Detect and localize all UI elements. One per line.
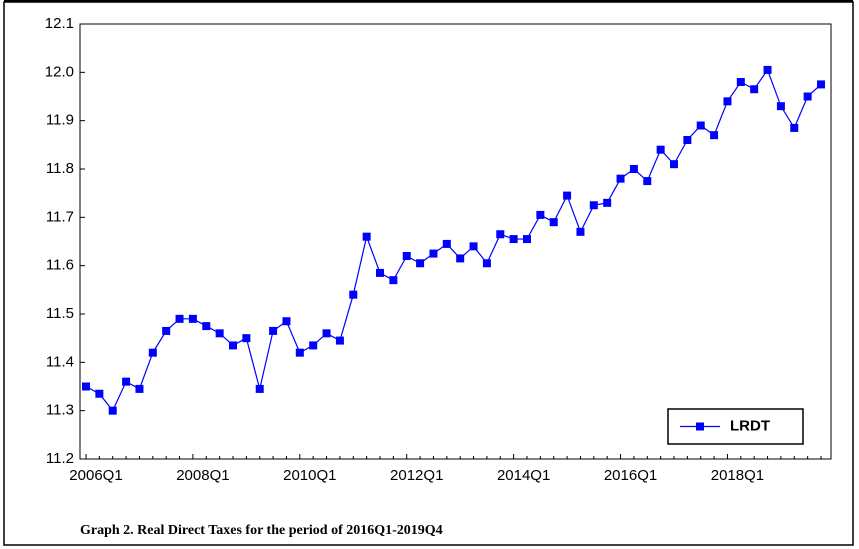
legend-box bbox=[667, 408, 804, 445]
y-tick-label: 11.7 bbox=[46, 208, 74, 225]
point bbox=[309, 341, 318, 350]
point bbox=[95, 389, 104, 398]
point bbox=[469, 242, 478, 251]
legend-label: LRDT bbox=[730, 417, 770, 434]
point bbox=[616, 174, 625, 183]
x-tick-label: 2016Q1 bbox=[604, 467, 657, 484]
point bbox=[763, 65, 772, 74]
point bbox=[269, 326, 278, 335]
caption: Graph 2. Real Direct Taxes for the perio… bbox=[80, 523, 443, 538]
x-tick-label: 2018Q1 bbox=[711, 467, 764, 484]
point bbox=[750, 85, 759, 94]
point bbox=[670, 160, 678, 169]
point bbox=[322, 329, 331, 338]
series-line bbox=[85, 68, 822, 412]
point bbox=[776, 102, 785, 111]
point bbox=[148, 348, 157, 357]
point bbox=[335, 336, 344, 345]
y-tick-label: 11.3 bbox=[46, 402, 74, 419]
point bbox=[402, 252, 411, 260]
point bbox=[629, 165, 638, 173]
point bbox=[188, 314, 197, 323]
point bbox=[482, 259, 491, 268]
point bbox=[509, 235, 518, 244]
point bbox=[643, 177, 652, 186]
y-tick-label: 11.6 bbox=[46, 257, 74, 274]
point bbox=[710, 131, 719, 140]
point bbox=[442, 239, 451, 248]
point bbox=[817, 80, 825, 89]
x-tick-label: 2006Q1 bbox=[69, 467, 122, 484]
point bbox=[202, 322, 211, 331]
x-tick-label: 2010Q1 bbox=[283, 467, 336, 484]
point bbox=[135, 384, 144, 393]
point bbox=[122, 377, 131, 386]
plot-area bbox=[79, 23, 832, 460]
point bbox=[242, 334, 251, 343]
point bbox=[790, 123, 799, 132]
point bbox=[523, 235, 531, 244]
point bbox=[229, 341, 237, 350]
point bbox=[736, 78, 745, 86]
point bbox=[496, 230, 505, 239]
point bbox=[536, 210, 545, 219]
point bbox=[563, 191, 572, 200]
y-tick-label: 12.1 bbox=[45, 15, 74, 32]
y-tick-label: 11.8 bbox=[46, 160, 74, 177]
point bbox=[589, 201, 598, 210]
point bbox=[389, 276, 398, 285]
point bbox=[349, 290, 358, 299]
point bbox=[603, 198, 612, 207]
point bbox=[549, 218, 558, 227]
point bbox=[456, 254, 465, 263]
x-tick-label: 2012Q1 bbox=[390, 467, 443, 484]
point bbox=[295, 348, 304, 357]
point bbox=[696, 121, 705, 130]
point bbox=[376, 268, 384, 277]
point bbox=[215, 329, 224, 338]
point bbox=[416, 259, 425, 268]
legend-marker bbox=[696, 422, 704, 431]
point bbox=[656, 145, 665, 154]
point bbox=[576, 227, 585, 236]
y-tick-label: 11.9 bbox=[46, 112, 74, 129]
point bbox=[82, 382, 90, 391]
y-tick-label: 12.0 bbox=[45, 63, 74, 80]
point bbox=[108, 406, 117, 415]
point bbox=[175, 314, 184, 323]
y-tick-label: 11.4 bbox=[46, 353, 74, 370]
point bbox=[683, 136, 692, 144]
y-tick-label: 11.2 bbox=[46, 450, 74, 467]
point bbox=[803, 92, 812, 101]
y-tick-label: 11.5 bbox=[46, 305, 74, 322]
point bbox=[723, 97, 732, 106]
x-tick-label: 2008Q1 bbox=[176, 467, 229, 484]
point bbox=[255, 384, 264, 393]
x-tick-label: 2014Q1 bbox=[497, 467, 550, 484]
point bbox=[362, 232, 371, 241]
point bbox=[429, 249, 438, 258]
point bbox=[162, 326, 171, 335]
point bbox=[282, 317, 291, 326]
frame bbox=[3, 1, 854, 546]
